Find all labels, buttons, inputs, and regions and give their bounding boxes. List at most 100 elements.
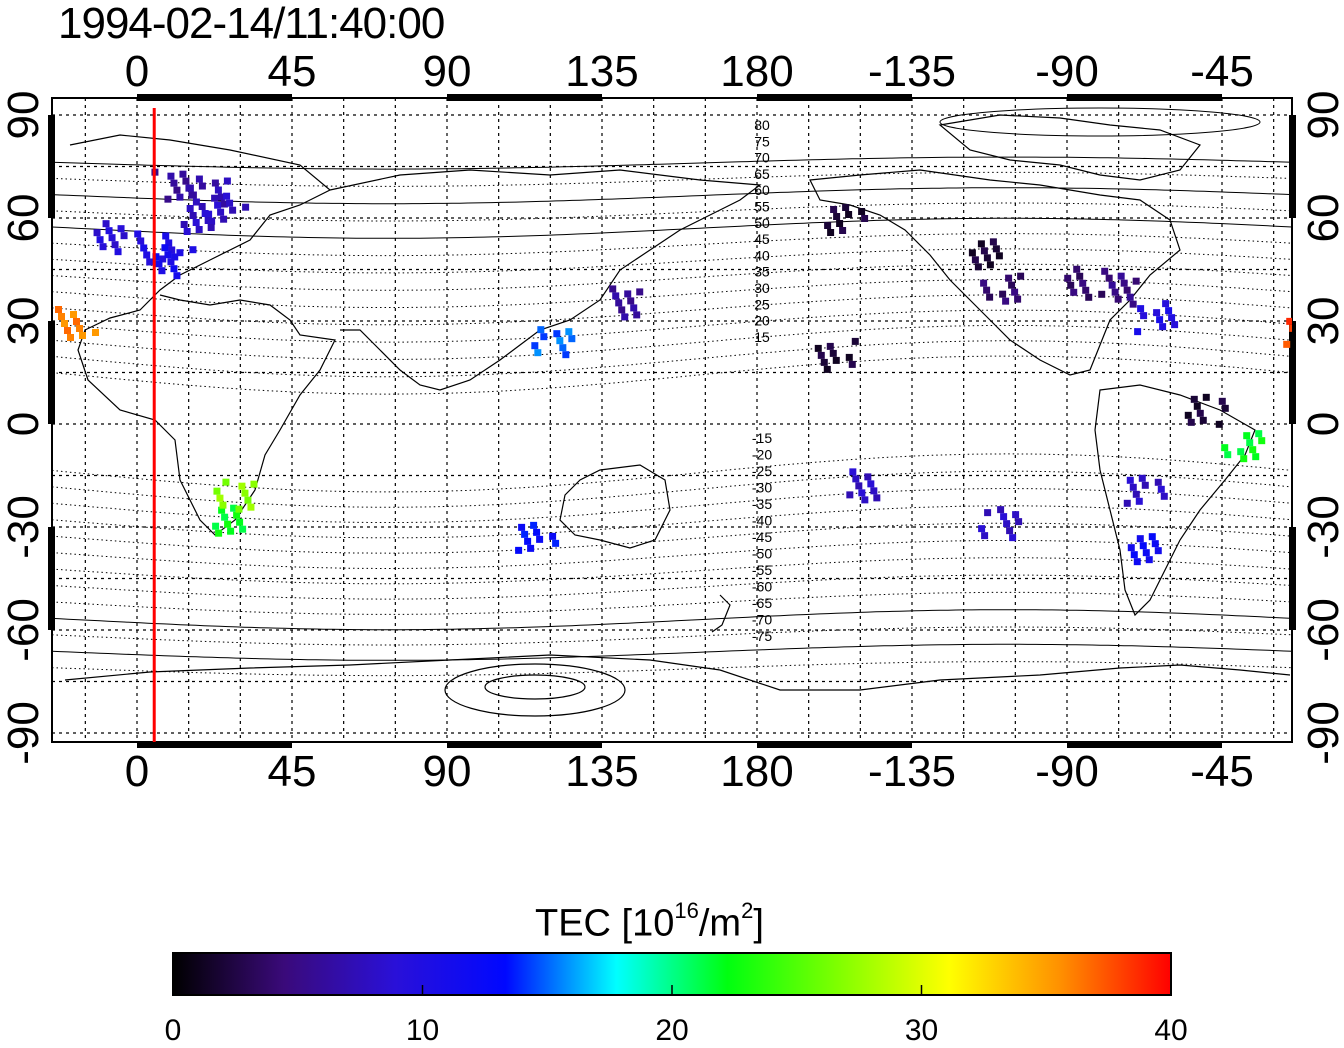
y-tick-label-left: 90	[0, 91, 48, 140]
tec-pixel	[212, 522, 220, 530]
tec-pixel	[1159, 323, 1167, 331]
tec-pixel	[214, 201, 222, 209]
tec-pixel	[162, 232, 170, 240]
y-tick-label-left: -30	[0, 495, 48, 559]
tec-pixel	[216, 494, 224, 502]
mlat-label-north: 70	[754, 150, 770, 166]
tec-pixel	[997, 506, 1005, 514]
tec-pixel	[1133, 558, 1141, 566]
tec-pixel	[198, 182, 206, 190]
tec-pixel	[536, 535, 544, 543]
tec-pixel	[1286, 317, 1292, 325]
tec-pixel	[537, 326, 545, 334]
tec-pixel	[192, 198, 200, 206]
tec-pixel	[1140, 312, 1148, 320]
y-axis-right-labels: 90 60 30 0 -30 -60 -90	[1299, 91, 1344, 765]
left-scale-segment	[48, 527, 55, 630]
colorbar-title: TEC [1016/m2]	[535, 893, 764, 946]
tec-pixel	[977, 240, 985, 248]
plot-frame	[51, 97, 1293, 743]
mlat-label-south: -40	[752, 513, 772, 529]
tec-pixel	[1196, 409, 1204, 417]
tec-pixel	[845, 353, 853, 361]
x-tick-label-top: 180	[720, 47, 793, 96]
tec-pixel	[1120, 279, 1128, 287]
tec-pixel	[239, 525, 247, 533]
mlat-label-north: 45	[754, 231, 770, 247]
tec-pixel	[180, 221, 188, 228]
mlat-contour	[52, 263, 1292, 291]
tec-pixel	[1079, 279, 1087, 287]
mlat-contour	[52, 340, 1292, 378]
mlat-label-south: -55	[752, 562, 772, 578]
tec-pixel	[1108, 281, 1116, 289]
tec-pixel	[220, 215, 228, 223]
x-tick-label-top: 135	[565, 47, 638, 96]
tec-pixel	[235, 505, 243, 513]
y-tick-label-right: 90	[1299, 91, 1344, 140]
mlat-contour	[52, 643, 1292, 661]
x-tick-label-top: -45	[1190, 47, 1254, 96]
mlat-label-north: 30	[754, 280, 770, 296]
tec-pixel	[1148, 533, 1156, 541]
tec-pixel	[1184, 411, 1192, 419]
x-tick-label-bottom: -135	[868, 747, 956, 796]
mlat-label-north: 35	[754, 264, 770, 280]
y-tick-label-right: -30	[1299, 495, 1344, 559]
mlat-contour	[52, 470, 1292, 508]
tec-pixel	[1249, 446, 1257, 454]
tec-pixel	[1011, 288, 1019, 296]
tec-pixel	[986, 261, 994, 269]
tec-pixel	[1289, 324, 1292, 332]
tec-pixel	[93, 229, 101, 237]
colorbar-title-end: ]	[753, 902, 764, 945]
tec-pixel	[211, 179, 219, 187]
mlat-contour	[52, 488, 1292, 523]
tec-pixel	[978, 525, 986, 533]
x-axis-top-labels: 0 45 90 135 180 -135 -90 -45	[125, 47, 1254, 96]
tec-pixel	[1240, 455, 1248, 463]
tec-pixel	[220, 200, 228, 208]
mlat-label-north: 40	[754, 247, 770, 263]
colorbar-title-main: TEC [10	[535, 902, 675, 945]
tec-pixel	[1224, 451, 1232, 459]
tec-pixel	[182, 177, 190, 185]
tec-pixel	[1000, 513, 1008, 521]
tec-pixel	[1153, 309, 1161, 317]
tec-pixel	[861, 215, 869, 222]
tec-pixel	[64, 327, 71, 334]
mlat-contour	[52, 156, 1292, 170]
tec-pixel	[55, 306, 62, 313]
tec-pixel	[241, 489, 249, 497]
tec-pixel	[983, 286, 991, 294]
mlat-label-south: -35	[752, 496, 772, 512]
tec-pixel	[568, 335, 576, 343]
tec-pixel	[92, 329, 99, 336]
colorbar-title-exponent: 16	[674, 898, 699, 923]
tec-pixel	[524, 537, 532, 545]
top-scale-segment	[137, 94, 292, 101]
x-tick-label-bottom: 180	[720, 747, 793, 796]
tec-pixel	[1190, 395, 1198, 403]
tec-pixel	[1126, 476, 1134, 484]
mlat-label-south: -20	[752, 447, 772, 463]
x-tick-label-top: 0	[125, 47, 149, 96]
tec-pixel	[140, 244, 148, 252]
y-tick-label-left: 0	[0, 412, 48, 436]
mlat-label-south: -70	[752, 612, 772, 628]
tec-pixel	[221, 513, 229, 521]
tec-pixel	[1139, 542, 1147, 550]
tec-pixel	[1202, 393, 1210, 401]
tec-pixel	[1171, 321, 1179, 329]
frame-scale-bars	[48, 94, 1296, 748]
tec-pixel	[70, 311, 77, 318]
tec-pixel	[198, 203, 206, 210]
tec-pixel	[189, 246, 197, 254]
y-tick-label-right: 0	[1299, 412, 1344, 436]
tec-pixel	[1127, 544, 1135, 552]
tec-pixel	[609, 285, 617, 293]
tec-pixel	[1064, 274, 1072, 282]
tec-pixel	[250, 480, 258, 488]
tec-pixel	[864, 473, 872, 481]
tec-pixel	[1142, 549, 1150, 557]
